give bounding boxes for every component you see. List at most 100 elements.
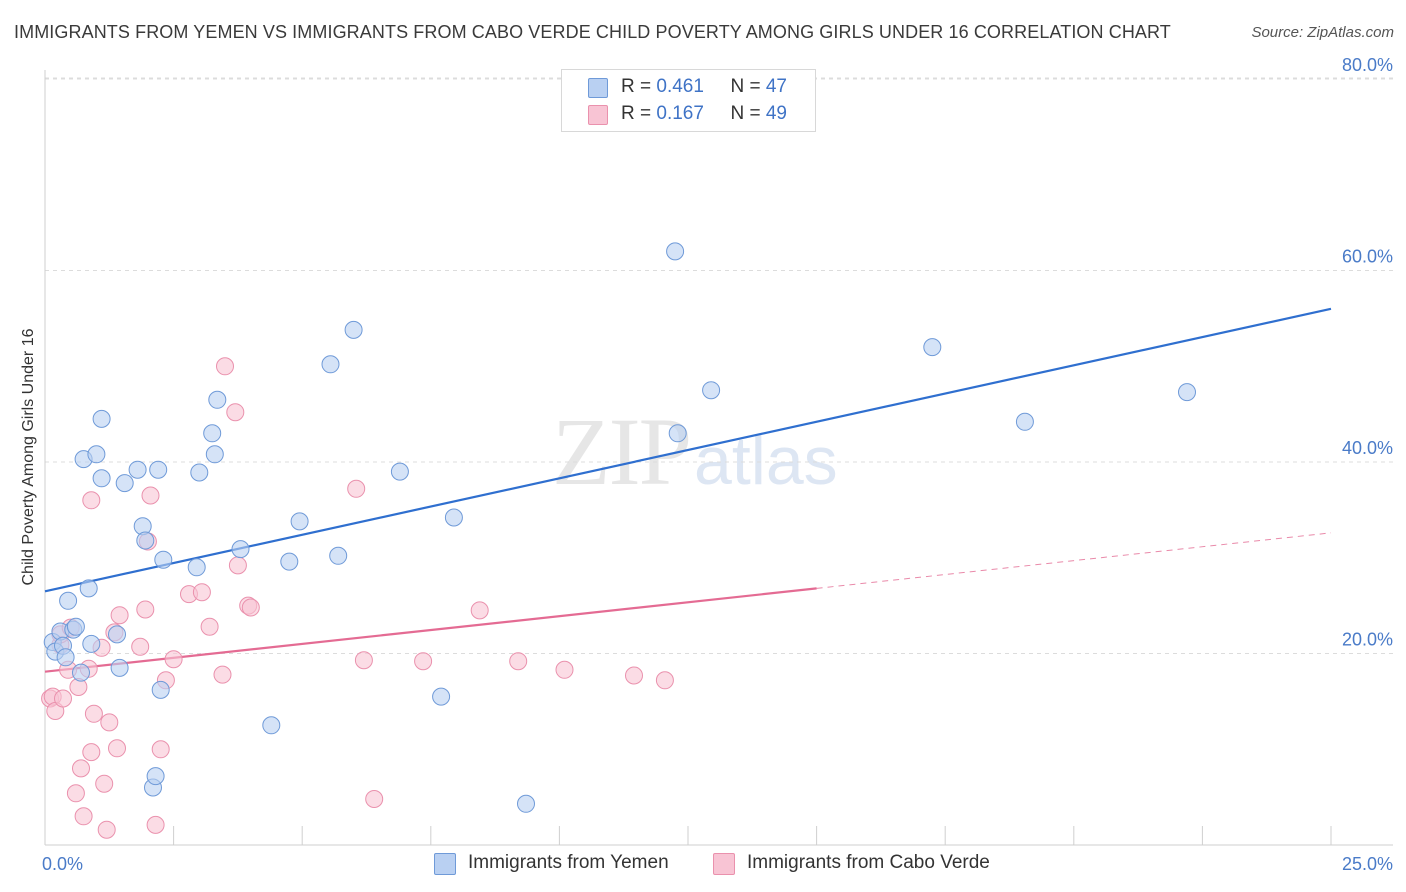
cabo-verde-point [66,784,85,803]
yemen-point [280,552,299,571]
yemen-point [136,531,155,550]
yemen-point [151,680,170,699]
cabo-verde-point [509,652,528,671]
axis-labels: 20.0% 40.0% 60.0% 80.0% 0.0% 25.0% Child Pover… [20,55,1393,874]
y-axis-label: Child Poverty Among Girls Under 16 [20,328,37,585]
yemen-point [262,716,281,735]
cabo-verde-point [347,479,366,498]
cabo-verde-point [110,606,129,625]
watermark-atlas: atlas [694,423,838,499]
legend-n-label: N = [730,76,766,97]
cabo-verde-point [213,665,232,684]
yemen-point [444,508,463,527]
chart-title: IMMIGRANTS FROM YEMEN VS IMMIGRANTS FROM… [14,22,1171,42]
yemen-point [187,558,206,577]
yemen-point [56,648,75,667]
cabo-verde-point [625,666,643,685]
cabo-verde-point [131,637,150,656]
yemen-swatch [588,78,608,98]
cabo-verde-point [82,743,101,762]
yemen-point [128,460,147,479]
yemen-point [231,540,250,559]
cabo-verde-point [151,740,170,759]
yemen-point [82,634,101,653]
yemen-point [329,546,348,565]
cabo-verde-point [100,713,119,732]
yemen-point [205,445,224,464]
yemen-point [149,460,168,479]
yemen-point [92,469,111,488]
cabo-verde-point [365,790,384,808]
y-tick-label: 20.0% [1342,630,1393,650]
cabo-verde-point [74,807,93,826]
yemen-point [208,390,227,409]
cabo-verde-point [414,652,433,671]
yemen-point [321,355,340,374]
yemen-point [87,445,106,464]
y-tick-label: 60.0% [1342,247,1393,267]
y-tick-label: 40.0% [1342,438,1393,458]
cabo-verde-point [97,820,116,839]
cabo-verde-point [216,357,234,376]
yemen-point [1178,383,1196,402]
stats-legend: R = 0.461 N = 47 R = 0.167 N = 49 [561,69,816,132]
cabo-verde-point [146,815,165,834]
yemen-point [110,658,129,677]
legend-r-value: 0.461 [656,76,704,97]
cabo-verde-point [655,671,674,690]
cabo-verde-point [354,651,373,670]
yemen-swatch [434,853,456,875]
legend-label-yemen: Immigrants from Yemen [468,852,669,873]
yemen-point [344,320,363,339]
cabo-verde-swatch [713,853,735,875]
yemen-point [66,617,85,636]
yemen-point [1015,412,1034,431]
cabo-verde-point [141,486,160,505]
yemen-point [702,381,721,400]
watermark-zip: ZIP [552,398,692,505]
cabo-verde-point [136,600,155,619]
yemen-point [146,767,165,786]
yemen-point [108,625,126,644]
cabo-verde-point [555,660,574,679]
yemen-point [203,424,222,443]
data-points [41,242,1196,839]
yemen-point [79,579,98,598]
yemen-point [72,663,90,682]
watermark: ZIPatlas [552,396,838,507]
legend-r-label: R = [621,103,657,124]
x-tick-label: 25.0% [1342,854,1393,874]
x-tick-label: 0.0% [42,854,83,874]
cabo-verde-point [200,617,219,636]
yemen-point [432,687,451,706]
cabo-verde-swatch [588,105,608,125]
legend-n-value: 49 [765,103,787,124]
gridlines [45,77,1393,654]
source-credit: Source: ZipAtlas.com [1251,24,1394,41]
yemen-point [115,474,134,493]
yemen-trend-line [44,307,1332,593]
yemen-point [517,794,535,813]
cabo-verde-point [84,704,103,723]
cabo-verde-point [72,759,90,778]
yemen-point [92,409,111,428]
yemen-point [154,550,173,569]
legend-n-value: 47 [765,76,787,97]
legend-r-value: 0.167 [656,103,704,124]
axes [44,70,1393,846]
yemen-point [668,424,687,443]
yemen-point [923,338,942,357]
cabo-verde-point [95,774,114,793]
yemen-point [59,591,78,610]
cabo-verde-point [82,491,101,510]
y-tick-label: 80.0% [1342,55,1393,75]
cabo-verde-point [192,583,211,602]
cabo-verde-point [228,556,247,575]
legend-label-cabo-verde: Immigrants from Cabo Verde [747,852,990,873]
cabo-verde-point [470,601,489,620]
yemen-point [666,242,685,261]
cabo-verde-point [164,650,183,669]
cabo-verde-trend-extension [816,532,1332,589]
yemen-point [190,463,209,482]
